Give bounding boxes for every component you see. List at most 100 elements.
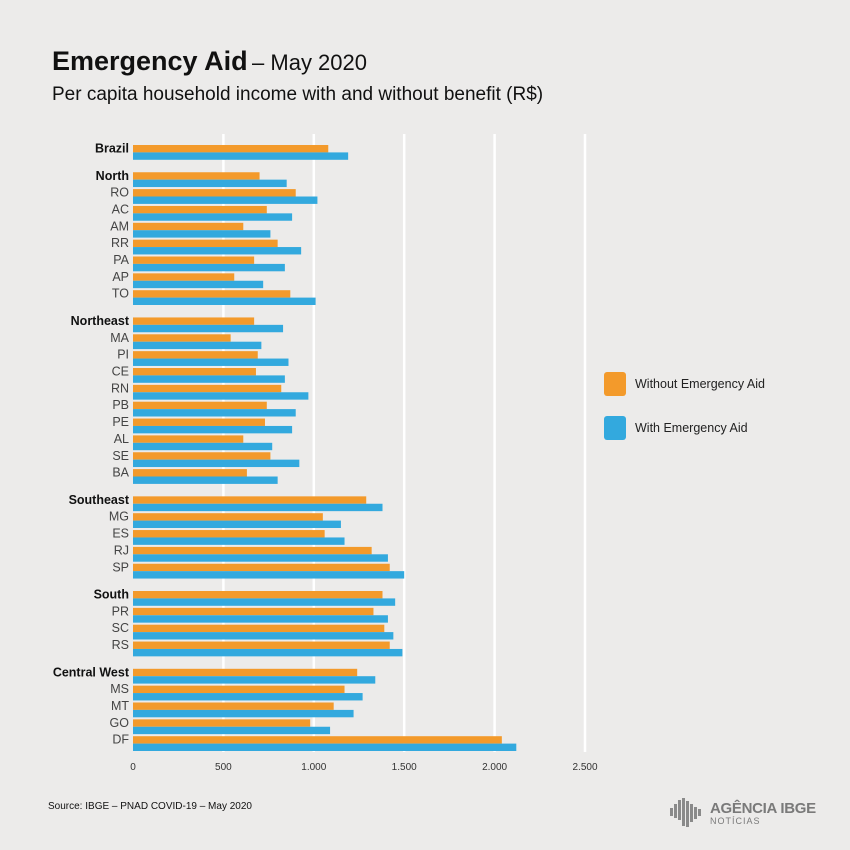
- bar-with-aid: [133, 503, 383, 512]
- category-label: PI: [117, 348, 129, 362]
- bar-without-aid: [133, 172, 260, 180]
- category-label: MS: [110, 682, 129, 696]
- chart-title: Emergency Aid: [52, 46, 248, 76]
- bar-with-aid: [133, 196, 318, 204]
- bar-without-aid: [133, 668, 358, 677]
- category-label: SE: [112, 449, 129, 463]
- category-label: PE: [112, 415, 129, 429]
- bar-without-aid: [133, 591, 383, 599]
- x-tick-label: 500: [215, 762, 232, 773]
- bar-without-aid: [133, 189, 296, 197]
- bar-with-aid: [133, 263, 285, 272]
- category-label: ES: [112, 527, 129, 541]
- bar-without-aid: [133, 384, 282, 393]
- category-label: RO: [110, 186, 129, 200]
- logo-title: AGÊNCIA IBGE: [710, 799, 816, 817]
- bar-without-aid: [133, 702, 334, 710]
- category-label: MT: [111, 699, 129, 713]
- bar-without-aid: [133, 496, 367, 504]
- bar-with-aid: [133, 726, 331, 735]
- bar-without-aid: [133, 290, 291, 298]
- category-label: AL: [114, 432, 129, 446]
- bar-without-aid: [133, 641, 390, 649]
- bar-with-aid: [133, 375, 285, 383]
- bar-without-aid: [133, 273, 235, 281]
- bar-with-aid: [133, 341, 262, 350]
- bar-with-aid: [133, 324, 284, 333]
- logo-subtitle: NOTÍCIAS: [710, 815, 761, 826]
- x-tick-label: 1.000: [301, 762, 326, 773]
- category-label: RS: [112, 638, 129, 652]
- bar-with-aid: [133, 648, 403, 657]
- agencia-ibge-logo: AGÊNCIA IBGE NOTÍCIAS: [670, 798, 816, 828]
- category-label: North: [96, 169, 129, 183]
- bar-without-aid: [133, 418, 265, 426]
- ibge-map-icon: [670, 798, 701, 827]
- bar-without-aid: [133, 685, 345, 694]
- bar-without-aid: [133, 222, 244, 231]
- bar-with-aid: [133, 520, 341, 528]
- legend: Without Emergency Aid With Emergency Aid: [604, 372, 765, 460]
- bar-without-aid: [133, 205, 267, 214]
- bar-with-aid: [133, 571, 405, 579]
- category-label: CE: [112, 365, 129, 379]
- bar-without-aid: [133, 513, 323, 521]
- bar-chart: Brazil North RO AC AM RR PA AP TO Northeast MA PI CE…: [53, 134, 598, 773]
- x-tick-label: 1.500: [392, 762, 417, 773]
- bar-without-aid: [133, 145, 329, 153]
- bar-with-aid: [133, 615, 388, 623]
- bar-with-aid: [133, 537, 345, 545]
- x-tick-label: 0: [130, 762, 136, 773]
- bar-with-aid: [133, 693, 363, 701]
- bar-without-aid: [133, 452, 271, 460]
- bar-without-aid: [133, 351, 258, 359]
- bar-without-aid: [133, 469, 247, 477]
- category-label: Northeast: [71, 314, 130, 328]
- category-label: PA: [113, 253, 129, 267]
- x-tick-label: 2.000: [482, 762, 507, 773]
- bar-with-aid: [133, 459, 300, 468]
- legend-item-without: Without Emergency Aid: [604, 372, 765, 396]
- bar-with-aid: [133, 230, 271, 238]
- category-label: TO: [112, 287, 129, 301]
- legend-item-with: With Emergency Aid: [604, 416, 765, 440]
- source-note: Source: IBGE – PNAD COVID-19 – May 2020: [48, 801, 252, 812]
- bar-with-aid: [133, 442, 273, 451]
- bar-with-aid: [133, 709, 354, 718]
- bar-with-aid: [133, 358, 289, 366]
- legend-swatch-without: [604, 372, 626, 396]
- bar-without-aid: [133, 435, 244, 443]
- category-label: AP: [112, 270, 129, 284]
- category-label: South: [94, 588, 129, 602]
- bar-with-aid: [133, 598, 396, 606]
- legend-swatch-with: [604, 416, 626, 440]
- chart-title-suffix: – May 2020: [252, 50, 367, 75]
- category-label: BA: [112, 466, 129, 480]
- category-label: GO: [110, 716, 130, 730]
- category-label: AM: [110, 219, 129, 233]
- bar-without-aid: [133, 563, 390, 572]
- category-label: Southeast: [69, 493, 130, 507]
- category-label: MA: [110, 331, 129, 345]
- bar-with-aid: [133, 425, 293, 434]
- bar-without-aid: [133, 401, 267, 410]
- bar-with-aid: [133, 409, 296, 417]
- category-label: PB: [112, 398, 129, 412]
- category-label: AC: [112, 202, 129, 216]
- category-label: MG: [109, 510, 129, 524]
- bar-without-aid: [133, 334, 231, 342]
- bar-with-aid: [133, 297, 316, 305]
- legend-label-without: Without Emergency Aid: [635, 377, 765, 391]
- bar-without-aid: [133, 624, 385, 633]
- bar-with-aid: [133, 476, 278, 484]
- bar-with-aid: [133, 743, 517, 751]
- category-label: PR: [112, 604, 129, 618]
- bar-without-aid: [133, 546, 372, 555]
- category-label: Brazil: [95, 142, 129, 156]
- bar-with-aid: [133, 179, 287, 188]
- bar-without-aid: [133, 530, 325, 538]
- bar-without-aid: [133, 607, 374, 616]
- category-label: SP: [112, 560, 129, 574]
- category-label: RR: [111, 236, 129, 250]
- category-label: SC: [112, 621, 129, 635]
